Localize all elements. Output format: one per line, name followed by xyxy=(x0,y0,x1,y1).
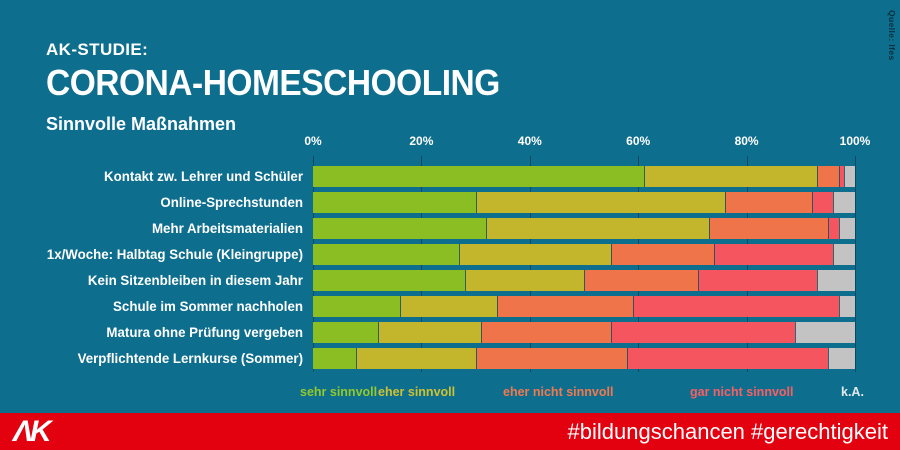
legend-item: k.A. xyxy=(841,385,864,399)
bar-segment xyxy=(833,244,855,265)
bar-segment xyxy=(844,166,855,187)
bar-segment xyxy=(838,218,855,239)
category-label: Kein Sitzenbleiben in diesem Jahr xyxy=(87,272,303,288)
bar-row xyxy=(313,322,855,343)
bar-segment xyxy=(714,244,834,265)
bar-segment xyxy=(827,348,855,369)
bar-segment xyxy=(724,192,812,213)
bar-row xyxy=(313,270,855,291)
bar-segment xyxy=(611,322,796,343)
bar-segment xyxy=(708,218,828,239)
legend: sehr sinnvoll eher sinnvoll eher nicht sin… xyxy=(0,385,900,401)
bar-row xyxy=(313,166,855,187)
category-labels: Kontakt zw. Lehrer und Schüler Online-Spr… xyxy=(0,156,303,372)
bar-segment xyxy=(811,192,834,213)
category-label: Matura ohne Prüfung vergeben xyxy=(106,324,303,340)
bar-row xyxy=(313,348,855,369)
bar-segment xyxy=(378,322,481,343)
category-label: Schule im Sommer nachholen xyxy=(113,298,304,314)
bar-segment xyxy=(356,348,476,369)
legend-item: gar nicht sinnvoll xyxy=(690,385,794,399)
bar-segment xyxy=(399,296,498,317)
bar-segment xyxy=(817,166,839,187)
x-tick-label: 40% xyxy=(517,134,542,148)
x-tick-label: 0% xyxy=(304,134,322,148)
legend-item: eher nicht sinnvoll xyxy=(503,385,614,399)
bar-segment xyxy=(497,296,633,317)
category-label: Verpflichtende Lernkurse (Sommer) xyxy=(77,350,303,366)
bar-segment xyxy=(313,270,465,291)
bar-segment xyxy=(632,296,839,317)
bar-segment xyxy=(833,192,855,213)
study-kicker: AK-STUDIE: xyxy=(46,40,149,59)
chart-subtitle: Sinnvolle Maßnahmen xyxy=(46,114,237,134)
bar-segment xyxy=(583,270,698,291)
ak-logo: ΛK xyxy=(13,415,52,448)
bar-segment xyxy=(459,244,612,265)
footer-hashtags: #bildungschancen #gerechtigkeit xyxy=(567,419,888,444)
legend-item: sehr sinnvoll xyxy=(300,385,378,399)
bar-segment xyxy=(313,296,400,317)
x-tick-label: 80% xyxy=(734,134,759,148)
gridline xyxy=(855,156,856,372)
bar-segment xyxy=(475,192,725,213)
bar-segment xyxy=(481,322,612,343)
plot-area xyxy=(313,156,856,372)
x-tick-label: 20% xyxy=(409,134,434,148)
bar-segment xyxy=(486,218,709,239)
x-tick-label: 60% xyxy=(626,134,651,148)
category-label: 1x/Woche: Halbtag Schule (Kleingruppe) xyxy=(46,246,304,262)
bar-segment xyxy=(697,270,818,291)
bar-segment xyxy=(313,348,357,369)
bar-segment xyxy=(838,296,855,317)
bar-segment xyxy=(611,244,715,265)
bar-segment xyxy=(464,270,584,291)
legend-item: eher sinnvoll xyxy=(378,385,456,399)
source-note: Quelle: Ifes xyxy=(887,10,897,61)
bar-segment xyxy=(817,270,855,291)
x-axis: 0% 20% 40% 60% 80% 100% xyxy=(304,134,870,150)
bar-segment xyxy=(838,166,845,187)
bar-segment xyxy=(313,192,476,213)
bar-segment xyxy=(313,322,379,343)
bar-segment xyxy=(643,166,818,187)
footer-bar: ΛK #bildungschancen #gerechtigkeit xyxy=(0,413,900,450)
bar-segment xyxy=(627,348,828,369)
bar-segment xyxy=(313,218,487,239)
bar-row xyxy=(313,296,855,317)
bar-row xyxy=(313,244,855,265)
page-title: CORONA-HOMESCHOOLING xyxy=(46,62,500,103)
bar-segment xyxy=(313,244,460,265)
bar-row xyxy=(313,192,855,213)
category-label: Kontakt zw. Lehrer und Schüler xyxy=(103,168,304,184)
category-label: Mehr Arbeitsmaterialien xyxy=(151,220,303,236)
x-tick-label: 100% xyxy=(839,134,871,148)
bar-row xyxy=(313,218,855,239)
category-label: Online-Sprechstunden xyxy=(160,194,303,210)
bar-segment xyxy=(827,218,839,239)
bar-segment xyxy=(475,348,628,369)
bar-segment xyxy=(313,166,644,187)
bar-segment xyxy=(795,322,855,343)
